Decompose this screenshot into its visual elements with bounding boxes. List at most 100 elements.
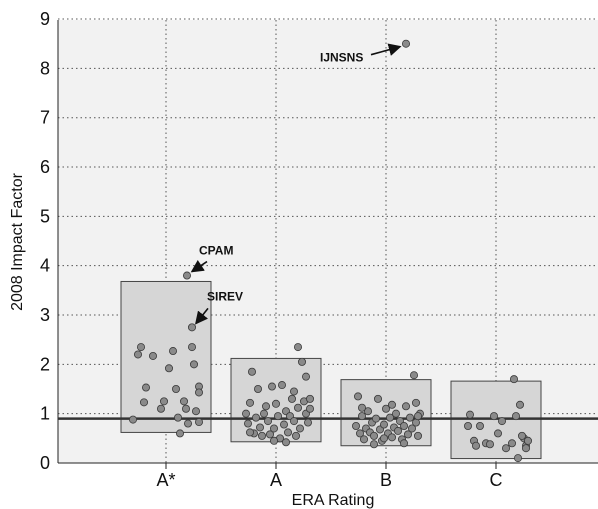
point-c-18 <box>524 436 533 445</box>
point-a-star-16 <box>189 360 198 369</box>
point-a-34 <box>301 372 310 381</box>
annotation-sirev: SIREV <box>207 289 243 303</box>
y-axis-title: 2008 Impact Factor <box>9 172 26 311</box>
point-a-13 <box>267 382 276 391</box>
point-a-28 <box>297 357 306 366</box>
x-tick-a-star: A* <box>156 470 175 490</box>
point-b-26 <box>403 430 412 439</box>
point-c-6 <box>485 440 494 449</box>
point-a-21 <box>283 428 292 437</box>
point-a-star-9 <box>171 385 180 394</box>
point-a-star-10 <box>173 413 182 422</box>
point-b-0 <box>351 422 360 431</box>
point-c-19 <box>518 431 527 440</box>
y-tick-7: 7 <box>40 108 50 128</box>
x-tick-a: A <box>270 470 282 490</box>
point-a-star-5 <box>156 404 165 413</box>
point-a-star-22 <box>187 323 196 332</box>
point-b-2 <box>355 429 364 438</box>
x-tick-c: C <box>490 470 503 490</box>
point-a-star-7 <box>164 364 173 373</box>
annotation-ijnsns: IJNSNS <box>320 51 363 65</box>
point-b-21 <box>393 426 402 435</box>
point-a-16 <box>273 412 282 421</box>
point-c-12 <box>509 375 518 384</box>
point-a-star-1 <box>136 343 145 352</box>
annotation-cpam: CPAM <box>199 244 233 258</box>
outlier-point-0 <box>401 39 410 48</box>
point-b-4 <box>359 435 368 444</box>
points <box>128 39 533 463</box>
point-a-1 <box>243 419 252 428</box>
x-axis-title: ERA Rating <box>292 492 375 509</box>
point-a-star-17 <box>191 407 200 416</box>
point-a-14 <box>269 424 278 433</box>
point-a-star-2 <box>139 398 148 407</box>
point-b-9 <box>369 431 378 440</box>
y-tick-4: 4 <box>40 256 50 276</box>
y-tick-8: 8 <box>40 58 50 78</box>
point-b-37 <box>399 439 408 448</box>
annotation-arrow-sirev <box>195 307 209 325</box>
y-tick-5: 5 <box>40 206 50 226</box>
point-a-star-15 <box>187 343 196 352</box>
point-a-2 <box>245 398 254 407</box>
point-a-35 <box>269 436 278 445</box>
point-a-11 <box>263 417 272 426</box>
point-b-17 <box>385 413 394 422</box>
point-a-26 <box>293 403 302 412</box>
point-b-36 <box>369 440 378 449</box>
point-c-14 <box>514 454 523 463</box>
y-tick-0: 0 <box>40 453 50 473</box>
point-c-15 <box>516 400 525 409</box>
point-a-10 <box>261 402 270 411</box>
point-a-star-4 <box>148 351 157 360</box>
point-b-27 <box>405 413 414 422</box>
point-a-star-21 <box>128 415 137 424</box>
point-a-star-23 <box>182 271 191 280</box>
point-b-39 <box>379 434 388 443</box>
point-a-23 <box>287 394 296 403</box>
point-b-11 <box>373 394 382 403</box>
point-a-9 <box>259 409 268 418</box>
point-a-24 <box>289 417 298 426</box>
point-a-39 <box>305 394 314 403</box>
y-tick-1: 1 <box>40 404 50 424</box>
annotations: IJNSNS CPAM SIREV <box>190 43 402 325</box>
point-b-10 <box>371 414 380 423</box>
y-tick-6: 6 <box>40 157 50 177</box>
point-b-31 <box>413 431 422 440</box>
point-b-33 <box>357 403 366 412</box>
point-b-29 <box>409 371 418 380</box>
point-a-0 <box>241 409 250 418</box>
point-a-15 <box>271 399 280 408</box>
point-a-12 <box>265 430 274 439</box>
y-tick-3: 3 <box>40 305 50 325</box>
point-b-38 <box>413 412 422 421</box>
point-a-star-11 <box>175 429 184 438</box>
point-b-35 <box>411 398 420 407</box>
point-a-star-20 <box>194 418 203 427</box>
point-b-6 <box>363 407 372 416</box>
point-a-37 <box>245 428 254 437</box>
y-tick-2: 2 <box>40 354 50 374</box>
x-tick-b: B <box>380 470 392 490</box>
point-c-10 <box>501 444 510 453</box>
x-tick-labels: A* A B C <box>156 463 503 490</box>
point-c-11 <box>507 439 516 448</box>
point-c-8 <box>493 429 502 438</box>
point-c-20 <box>522 444 531 453</box>
point-a-6 <box>253 385 262 394</box>
point-c-7 <box>489 412 498 421</box>
point-a-5 <box>251 413 260 422</box>
annotation-arrow-cpam <box>190 260 208 273</box>
point-a-8 <box>257 431 266 440</box>
point-a-star-3 <box>141 383 150 392</box>
point-b-24 <box>399 422 408 431</box>
point-b-28 <box>407 424 416 433</box>
point-c-3 <box>471 441 480 450</box>
point-a-32 <box>305 404 314 413</box>
point-a-star-0 <box>133 350 142 359</box>
point-b-20 <box>391 409 400 418</box>
